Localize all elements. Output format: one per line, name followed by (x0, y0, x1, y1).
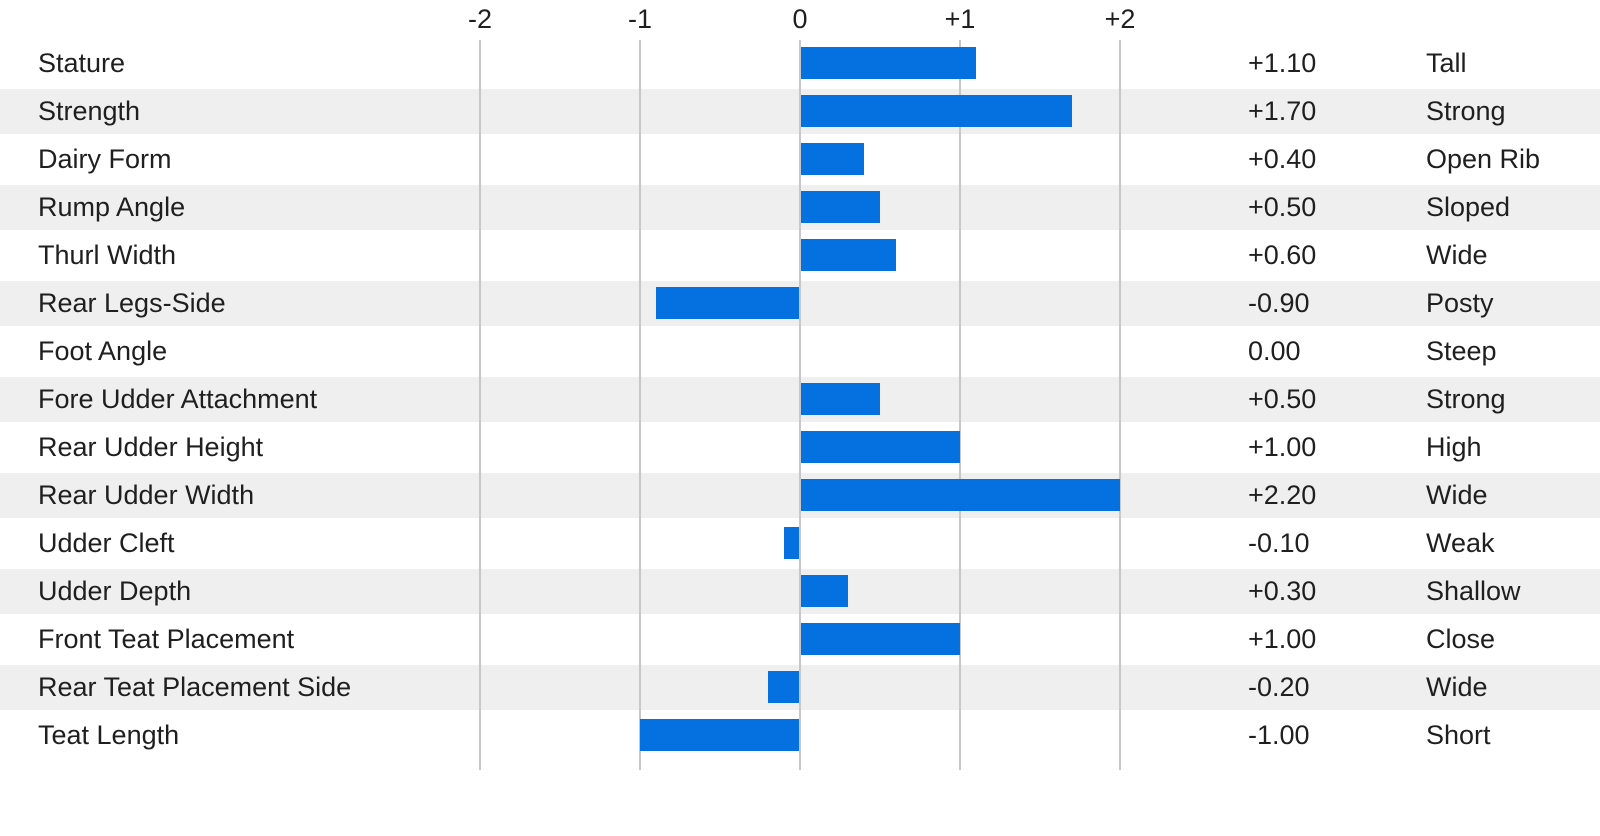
trait-row: Front Teat Placement +1.00 Close (0, 617, 1600, 662)
trait-row: Foot Angle 0.00 Steep (0, 329, 1600, 374)
trait-label: Rear Udder Width (38, 480, 255, 510)
trait-value-bar (784, 527, 799, 559)
trait-value: +1.00 (1248, 432, 1317, 462)
axis-tick-label: 0 (792, 4, 808, 34)
trait-descriptor: Weak (1426, 528, 1495, 558)
trait-value-bar (801, 239, 896, 271)
trait-row: Rear Legs-Side -0.90 Posty (0, 281, 1600, 326)
trait-value: +0.60 (1248, 240, 1317, 270)
trait-descriptor: Wide (1426, 240, 1488, 270)
trait-label: Strength (38, 96, 141, 126)
trait-value: 0.00 (1248, 336, 1301, 366)
trait-row: Udder Cleft -0.10 Weak (0, 521, 1600, 566)
trait-label: Rear Udder Height (38, 432, 264, 462)
trait-descriptor: Wide (1426, 672, 1488, 702)
trait-value-bar (801, 431, 960, 463)
trait-row: Rear Udder Height +1.00 High (0, 425, 1600, 470)
trait-label: Rear Teat Placement Side (38, 672, 352, 702)
trait-value: +2.20 (1248, 480, 1317, 510)
trait-value-bar (768, 671, 799, 703)
trait-value-bar (801, 575, 848, 607)
trait-descriptor: Posty (1426, 288, 1494, 318)
trait-row: Rear Teat Placement Side -0.20 Wide (0, 665, 1600, 710)
axis-tick-label: +2 (1104, 4, 1136, 34)
trait-row: Stature +1.10 Tall (0, 41, 1600, 86)
trait-descriptor: Shallow (1426, 576, 1521, 606)
trait-descriptor: Steep (1426, 336, 1497, 366)
trait-row: Rear Udder Width +2.20 Wide (0, 473, 1600, 518)
trait-row: Udder Depth +0.30 Shallow (0, 569, 1600, 614)
trait-descriptor: High (1426, 432, 1482, 462)
trait-value-bar (801, 479, 1120, 511)
trait-descriptor: Short (1426, 720, 1491, 750)
trait-descriptor: Sloped (1426, 192, 1511, 222)
trait-value-bar (801, 95, 1072, 127)
trait-label: Rear Legs-Side (38, 288, 226, 318)
trait-value: +1.10 (1248, 48, 1317, 78)
trait-label: Thurl Width (38, 240, 177, 270)
trait-label: Foot Angle (38, 336, 168, 366)
trait-row: Thurl Width +0.60 Wide (0, 233, 1600, 278)
trait-value: -0.10 (1248, 528, 1310, 558)
trait-value: +1.70 (1248, 96, 1317, 126)
trait-value: +0.40 (1248, 144, 1317, 174)
axis-tick-label: +1 (944, 4, 976, 34)
gridline (639, 40, 641, 770)
trait-row: Strength +1.70 Strong (0, 89, 1600, 134)
trait-label: Teat Length (38, 720, 180, 750)
gridline (1119, 40, 1121, 770)
trait-value: -0.90 (1248, 288, 1310, 318)
gridline (959, 40, 961, 770)
trait-descriptor: Close (1426, 624, 1496, 654)
trait-row: Rump Angle +0.50 Sloped (0, 185, 1600, 230)
trait-label: Udder Depth (38, 576, 192, 606)
trait-value: -0.20 (1248, 672, 1310, 702)
gridline (799, 40, 801, 770)
x-axis: -2 -1 0 +1 +2 (0, 0, 1600, 40)
trait-label: Front Teat Placement (38, 624, 295, 654)
trait-rows: Stature +1.10 Tall Strength +1.70 Strong… (0, 41, 1600, 761)
trait-descriptor: Wide (1426, 480, 1488, 510)
trait-row: Fore Udder Attachment +0.50 Strong (0, 377, 1600, 422)
trait-label: Dairy Form (38, 144, 172, 174)
gridline (479, 40, 481, 770)
trait-value: +0.30 (1248, 576, 1317, 606)
axis-tick-label: -2 (467, 4, 493, 34)
trait-value-bar (640, 719, 799, 751)
trait-label: Udder Cleft (38, 528, 175, 558)
trait-descriptor: Tall (1426, 48, 1467, 78)
trait-value-bar (801, 47, 976, 79)
trait-label: Fore Udder Attachment (38, 384, 318, 414)
trait-value: +0.50 (1248, 384, 1317, 414)
trait-value-bar (801, 143, 864, 175)
trait-value: -1.00 (1248, 720, 1310, 750)
trait-descriptor: Strong (1426, 96, 1506, 126)
trait-value-bar (801, 191, 880, 223)
axis-tick-label: -1 (627, 4, 653, 34)
trait-label: Stature (38, 48, 126, 78)
trait-label: Rump Angle (38, 192, 186, 222)
trait-value: +0.50 (1248, 192, 1317, 222)
trait-row: Teat Length -1.00 Short (0, 713, 1600, 758)
trait-value-bar (801, 623, 960, 655)
trait-value-bar (656, 287, 799, 319)
trait-descriptor: Open Rib (1426, 144, 1541, 174)
trait-value: +1.00 (1248, 624, 1317, 654)
trait-value-bar (801, 383, 880, 415)
trait-row: Dairy Form +0.40 Open Rib (0, 137, 1600, 182)
trait-descriptor: Strong (1426, 384, 1506, 414)
